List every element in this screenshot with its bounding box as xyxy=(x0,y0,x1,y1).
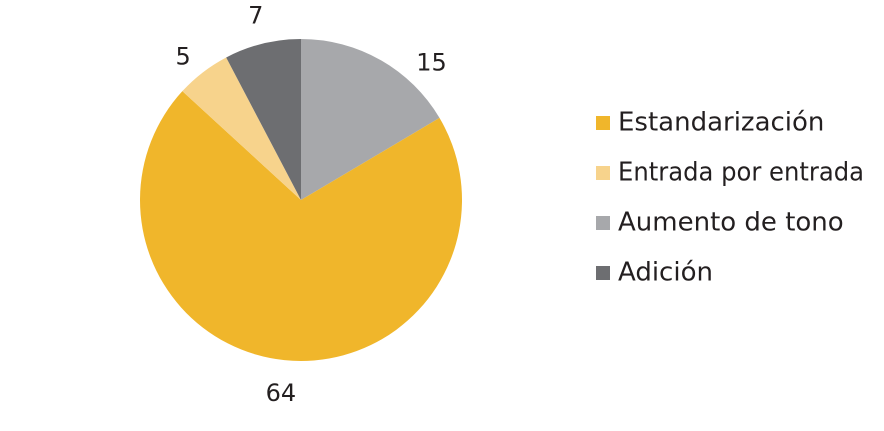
pie-slice-adicion xyxy=(226,39,301,200)
data-label-entrada-por-entrada: 5 xyxy=(175,42,190,70)
legend-swatch-adicion xyxy=(596,266,610,280)
pie-slice-aumento-de-tono xyxy=(301,39,440,200)
legend-item-aumento-de-tono: Aumento de tono xyxy=(596,208,844,238)
pie-data-labels: 15 64 5 7 xyxy=(175,1,446,406)
legend-swatch-entrada-por-entrada xyxy=(596,166,610,180)
legend-label-aumento-de-tono: Aumento de tono xyxy=(618,208,844,238)
legend-item-estandarizacion: Estandarización xyxy=(596,108,824,138)
legend-item-adicion: Adición xyxy=(596,258,713,288)
legend-label-entrada-por-entrada: Entrada por entrada xyxy=(618,158,864,188)
legend-swatch-aumento-de-tono xyxy=(596,216,610,230)
legend-item-entrada-por-entrada: Entrada por entrada xyxy=(596,158,864,188)
chart-legend: Estandarización Entrada por entrada Aument… xyxy=(596,108,864,288)
legend-swatch-estandarizacion xyxy=(596,116,610,130)
pie-slices xyxy=(139,39,462,361)
pie-slice-entrada-por-entrada xyxy=(182,57,301,200)
legend-label-estandarizacion: Estandarización xyxy=(618,108,824,138)
legend-label-adicion: Adición xyxy=(618,258,713,288)
data-label-adicion: 7 xyxy=(248,1,263,29)
data-label-estandarizacion: 64 xyxy=(266,379,297,407)
data-label-aumento-de-tono: 15 xyxy=(416,48,447,76)
pie-slice-estandarizacion xyxy=(139,91,462,361)
